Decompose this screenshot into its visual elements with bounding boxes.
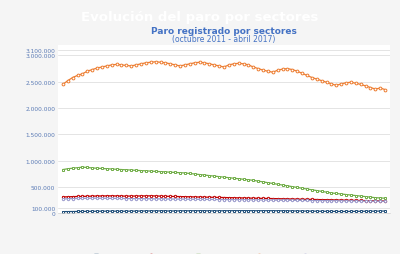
Text: (octubre 2011 - abril 2017): (octubre 2011 - abril 2017) — [172, 35, 276, 44]
Text: Paro registrado por sectores: Paro registrado por sectores — [151, 27, 297, 36]
Legend: AGRICULTURA, INDUSTRIA, CONSTRUCCIÓN, SERVICIOS, SIN EMPLEO ANT.: AGRICULTURA, INDUSTRIA, CONSTRUCCIÓN, SE… — [88, 252, 360, 254]
Text: Evolución del paro por sectores: Evolución del paro por sectores — [81, 11, 319, 24]
